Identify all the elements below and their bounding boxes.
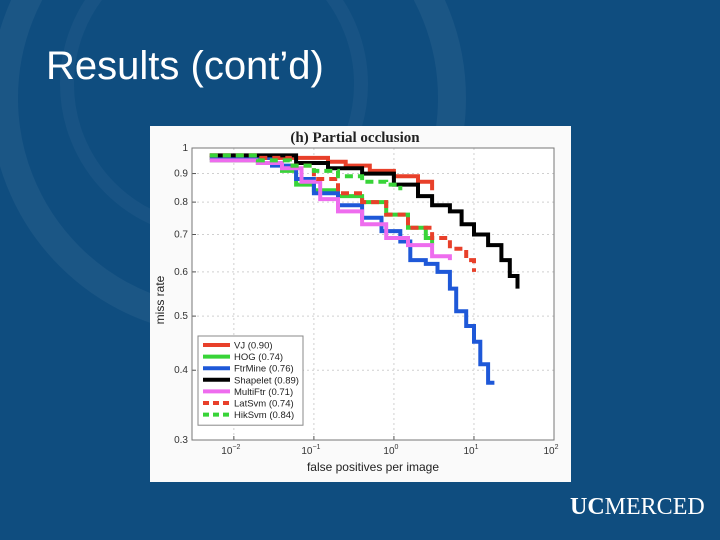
legend-label-hog: HOG (0.74) <box>234 352 283 363</box>
y-tick-label: 0.3 <box>174 435 188 446</box>
legend-label-vj: VJ (0.90) <box>234 341 273 352</box>
x-tick-label: 10−1 <box>301 444 320 457</box>
series-line-ftrmine <box>209 155 495 385</box>
slide-title: Results (cont’d) <box>46 44 324 88</box>
x-tick-label: 10−2 <box>221 444 240 457</box>
legend-label-hiksvm: HikSvm (0.84) <box>234 410 294 421</box>
y-tick-label: 0.8 <box>174 197 188 208</box>
y-tick-label: 1 <box>182 143 188 154</box>
y-tick-label: 0.5 <box>174 311 188 322</box>
axis-layer: 10−2 10−1 100 101 102 1 0.9 0.8 0.7 0.6 0.5 0.4 0.3 <box>174 143 559 457</box>
x-tick-label: 100 <box>383 444 398 457</box>
legend-label-ftrmine: FtrMine (0.76) <box>234 364 294 375</box>
chart-panel: (h) Partial occlusion 10−2 10−1 100 101 102 1… <box>150 126 571 482</box>
x-tick-label: 102 <box>543 444 558 457</box>
chart-title: (h) Partial occlusion <box>290 130 420 146</box>
legend-label-latsvm: LatSvm (0.74) <box>234 399 294 410</box>
y-tick-label: 0.6 <box>174 267 188 278</box>
series-line-vj <box>209 155 435 191</box>
series-line-shapelet <box>209 153 520 289</box>
legend-label-shapelet: Shapelet (0.89) <box>234 375 299 386</box>
series-line-latsvm <box>209 153 476 272</box>
series-line-multiftr <box>209 158 452 261</box>
miss-rate-chart: (h) Partial occlusion 10−2 10−1 100 101 1021… <box>150 126 571 482</box>
plot-frame <box>191 147 555 441</box>
x-tick-label: 101 <box>463 444 478 457</box>
legend: VJ (0.90)HOG (0.74)FtrMine (0.76)Shapele… <box>197 335 304 426</box>
y-tick-label: 0.9 <box>174 169 188 180</box>
y-tick-label: 0.7 <box>174 230 188 241</box>
x-axis-label: false positives per image <box>307 460 439 474</box>
logo-name: MERCED <box>604 494 705 520</box>
y-axis-label: miss rate <box>153 275 167 324</box>
y-tick-label: 0.4 <box>174 365 188 376</box>
logo-prefix: UC <box>570 494 605 520</box>
legend-label-multiftr: MultiFtr (0.71) <box>234 387 293 398</box>
uc-merced-logo: UCMERCED <box>570 494 705 521</box>
